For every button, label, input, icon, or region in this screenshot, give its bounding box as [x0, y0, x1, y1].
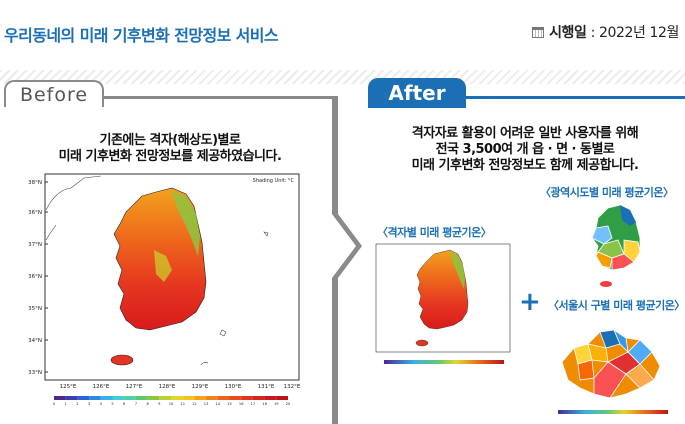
scale-tick-label: 9	[158, 402, 161, 406]
district-southeast	[625, 363, 655, 389]
lon-label: 129°E	[192, 384, 209, 390]
scale-tick-label: 19	[274, 402, 279, 406]
scale-tick-label: 2	[76, 402, 78, 406]
mini-mountain-shading	[450, 252, 465, 289]
province-gyeongbuk	[623, 239, 641, 263]
lat-label: 35°N	[28, 306, 42, 312]
lat-label: 37°N	[28, 242, 42, 248]
scale-tick-label: 18	[262, 402, 267, 406]
jeju-island-shading	[110, 354, 134, 366]
province-jeolla	[595, 251, 613, 269]
before-caption-line-2: 미래 기후변화 전망정보를 제공하였습니다.	[58, 149, 282, 164]
mini-jeju-shading	[415, 339, 429, 347]
temperature-color-scale	[54, 396, 288, 400]
scale-tick-label: 0	[53, 402, 56, 406]
scale-tick-label: 11	[180, 402, 185, 406]
coastline	[200, 231, 269, 366]
scale-tick-label: 16	[239, 402, 244, 406]
lon-label: 126°E	[93, 384, 110, 390]
lat-label: 33°N	[28, 370, 42, 376]
before-grid-temperature-map: Shading Unit: °C 38°N 36°N 37°N 36°N 35°…	[28, 173, 301, 406]
after-grid-temperature-map	[375, 243, 511, 364]
scale-tick-label: 4	[100, 402, 103, 406]
scale-tick-label: 8	[146, 402, 149, 406]
lon-label: 132°E	[284, 384, 301, 390]
scale-tick-label: 3	[88, 402, 90, 406]
district-south	[593, 361, 627, 399]
service-date: 시행일 : 2022년 12월	[532, 22, 679, 42]
chevron-divider-icon	[332, 96, 362, 424]
scale-tick-label: 10	[169, 402, 174, 406]
seoul-district-temperature-map	[558, 328, 668, 414]
seoul-map-label: 〈서울시 구별 미래 평균기온〉	[548, 299, 685, 312]
district-southwest	[577, 359, 595, 381]
province-gyeongnam	[611, 253, 635, 271]
province-jeju	[600, 281, 612, 287]
after-caption-line-1: 격자자료 활용이 어려운 일반 사용자를 위해	[411, 126, 639, 141]
before-tab: Before	[4, 80, 104, 107]
scale-tick-label: 20	[286, 402, 291, 406]
lon-label: 130°E	[225, 384, 242, 390]
decorative-stripe	[0, 70, 685, 84]
mountain-region-shading	[172, 192, 200, 256]
lon-label: 128°E	[159, 384, 176, 390]
lon-label: 131°E	[258, 384, 275, 390]
before-panel-top-border	[4, 96, 332, 99]
scale-tick-label: 1	[65, 402, 67, 406]
scale-tick-label: 17	[251, 402, 256, 406]
after-caption: 격자자료 활용이 어려운 일반 사용자를 위해 전국 3,500여 개 읍 · …	[375, 126, 675, 174]
page-title: 우리동네의 미래 기후변화 전망정보 서비스	[4, 26, 279, 45]
metro-map-label: 〈광역시도별 미래 평균기온〉	[540, 186, 674, 199]
after-caption-line-3: 미래 기후변화 전망정보도 함께 제공합니다.	[411, 158, 639, 173]
date-separator: :	[586, 25, 599, 41]
scale-tick-label: 6	[123, 402, 126, 406]
before-caption-line-1: 기존에는 격자(해상도)별로	[99, 133, 241, 148]
mini-korea-shading	[416, 249, 469, 330]
after-caption-line-2: 전국 3,500여 개 읍 · 면 · 동별로	[435, 142, 615, 157]
province-gyeonggi	[591, 225, 613, 245]
lat-label: 34°N	[28, 338, 42, 344]
seoul-color-scale	[558, 410, 668, 414]
district-east	[627, 339, 653, 365]
scale-tick-label: 12	[192, 402, 197, 406]
lon-label: 125°E	[60, 384, 77, 390]
scale-tick-label: 15	[227, 402, 232, 406]
shading-unit-label: Shading Unit: °C	[253, 178, 295, 184]
grid-map-label: 〈격자별 미래 평균기온〉	[377, 226, 492, 239]
date-value: 2022년 12월	[598, 25, 679, 41]
scale-tick-label: 5	[111, 402, 113, 406]
lat-label: 36°N	[28, 210, 42, 216]
inland-region-shading	[154, 250, 172, 282]
scale-tick-label: 7	[135, 402, 137, 406]
metro-province-temperature-map	[591, 204, 641, 287]
mini-color-scale	[384, 360, 504, 364]
lat-label: 38°N	[28, 180, 42, 186]
province-northeast	[620, 205, 636, 226]
plus-icon: +	[519, 287, 541, 317]
date-label: 시행일	[549, 25, 587, 41]
calendar-icon	[532, 27, 545, 38]
after-panel-top-border	[368, 96, 685, 99]
lat-label: 36°N	[28, 274, 42, 280]
after-tab: After	[368, 78, 466, 108]
before-caption: 기존에는 격자(해상도)별로 미래 기후변화 전망정보를 제공하였습니다.	[20, 133, 320, 165]
scale-tick-label: 13	[204, 402, 209, 406]
coastline	[45, 175, 102, 241]
lon-label: 127°E	[126, 384, 143, 390]
scale-tick-label: 14	[216, 402, 221, 406]
